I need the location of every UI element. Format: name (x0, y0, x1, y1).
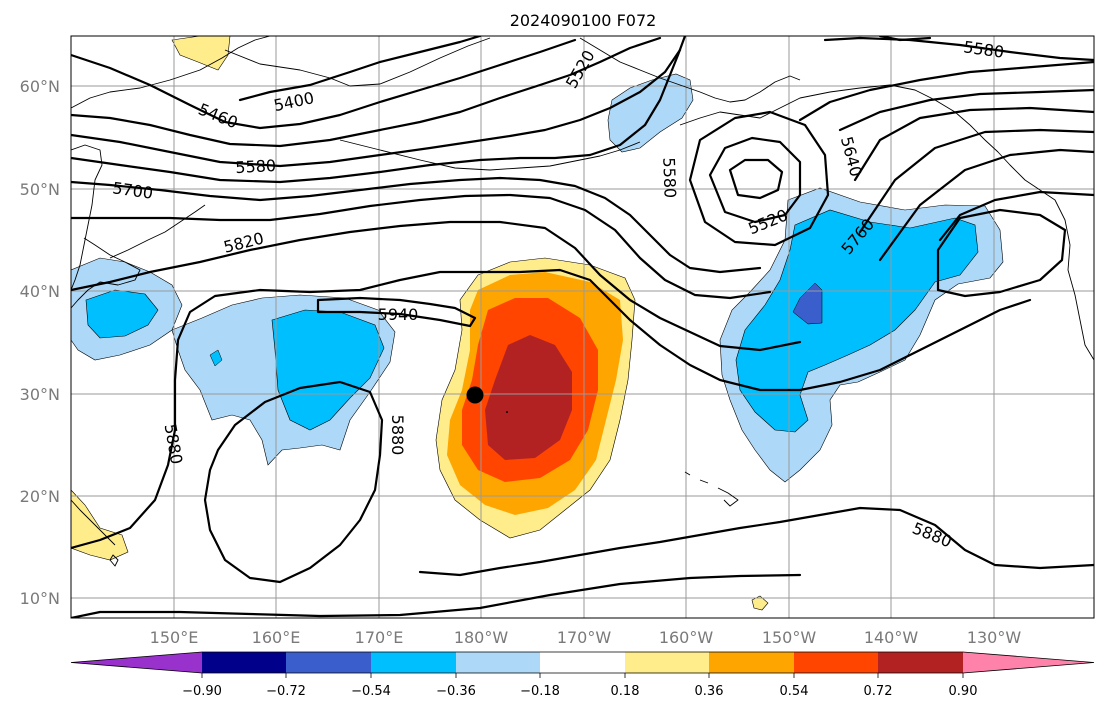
lon-label: 140°W (864, 628, 919, 647)
contour-low-inner (728, 158, 784, 200)
contour-5580-top (823, 36, 1094, 62)
colorbar-tick-label: 0.36 (695, 684, 724, 699)
positive-anomaly-south (751, 595, 769, 611)
colorbar (70, 651, 1095, 674)
storm-center-marker (466, 386, 484, 404)
contour-5880-south-lower (71, 573, 802, 618)
negative-anomaly-ne-pacific-inner (735, 209, 979, 433)
contour-5700 (71, 176, 762, 274)
contour-label: 5940 (378, 305, 419, 324)
coastline-bc (969, 124, 1094, 361)
colorbar-segment (709, 652, 794, 673)
positive-anomaly-core (485, 335, 572, 460)
map-panel: 5580 5520 5460 5400 5580 5700 5820 5940 … (71, 36, 1094, 618)
colorbar-ticks: −0.90 −0.72 −0.54 −0.36 −0.18 0.18 0.36 0.54 0.7… (182, 673, 977, 699)
lon-label: 160°E (252, 628, 301, 647)
colorbar-tick-label: −0.54 (351, 684, 391, 699)
coastline-kamchatka (224, 37, 491, 87)
contour-5880-east (418, 506, 1094, 577)
lon-label: 130°W (967, 628, 1022, 647)
contour-5460 (71, 38, 577, 130)
colorbar-tick-label: 0.18 (611, 684, 640, 699)
contour-label: 5580 (659, 157, 679, 198)
coastline-guam (109, 554, 119, 567)
negative-anomaly-ne-pacific-core (792, 282, 823, 325)
contour-5820 (71, 220, 802, 352)
lon-label: 170°E (355, 628, 404, 647)
contour-5580-north (71, 48, 682, 168)
contour-5400 (238, 36, 482, 102)
contour-5520-north (71, 36, 662, 148)
contour-east-3 (858, 128, 1094, 234)
colorbar-segment (878, 652, 963, 673)
coastline-asia-north (71, 36, 271, 109)
coastline-aleutians (339, 139, 641, 171)
colorbar-tick-label: 0.54 (780, 684, 809, 699)
lon-label: 150°E (150, 628, 199, 647)
lon-label: 180°W (454, 628, 509, 647)
colorbar-segment (286, 652, 371, 673)
anomaly-fills (71, 36, 1004, 611)
colorbar-segment (456, 652, 540, 673)
coastline-kuriles (109, 204, 206, 259)
colorbar-segment (963, 652, 1094, 673)
coastline-alaska-west (579, 37, 801, 103)
contour-east-5 (938, 190, 1094, 242)
contour-label: 5580 (235, 156, 277, 177)
colorbar-segment (794, 652, 878, 673)
longitude-labels: 150°E 160°E 170°E 180°W 170°W 160°W 150°… (150, 628, 1022, 647)
colorbar-tick-label: −0.72 (266, 684, 306, 699)
colorbar-segment (71, 652, 202, 673)
colorbar-segment (202, 652, 286, 673)
contour-5880-west-low (203, 380, 384, 584)
colorbar-tick-label: −0.90 (182, 684, 222, 699)
map-frame (70, 35, 1095, 619)
lon-label: 160°W (659, 628, 714, 647)
lat-label: 50°N (20, 180, 60, 199)
coastline-hawaii (684, 471, 739, 507)
contour-east-1 (838, 88, 1094, 132)
lat-label: 30°N (20, 385, 60, 404)
contour-low-ring2 (688, 110, 830, 247)
negative-anomaly-small-spot (209, 349, 223, 367)
lon-label: 170°W (557, 628, 612, 647)
lat-label: 20°N (20, 487, 60, 506)
contour-east-high (936, 208, 1067, 298)
colorbar-tick-label: −0.36 (436, 684, 476, 699)
contour-5760-mid (71, 193, 772, 300)
positive-anomaly-philippines (71, 489, 129, 561)
contour-5520-top (878, 36, 932, 42)
coastlines (71, 36, 1094, 567)
lat-label: 40°N (20, 282, 60, 301)
colorbar-segment (625, 652, 709, 673)
colorbar-tick-label: 0.90 (949, 684, 978, 699)
height-contours (71, 36, 1094, 618)
contour-east-4 (878, 148, 1094, 262)
colorbar-tick-label: −0.18 (520, 684, 560, 699)
graticule (71, 36, 1094, 618)
coastline-alaska-south (679, 84, 971, 126)
figure-title: 2024090100 F072 (510, 11, 657, 30)
contour-5640-north (71, 36, 687, 184)
colorbar-tick-label: 0.72 (864, 684, 893, 699)
coastline-philippines (71, 499, 116, 546)
contour-label: 5880 (388, 415, 407, 456)
small-dot (506, 411, 508, 413)
contour-low-ring1 (708, 136, 802, 224)
colorbar-segment (540, 652, 625, 673)
lat-label: 60°N (20, 77, 60, 96)
contour-5940 (316, 296, 477, 328)
contour-5880-south (71, 268, 1032, 550)
colorbar-segment (371, 652, 456, 673)
coastline-sea-of-okhotsk (71, 144, 103, 291)
coastline-japan (71, 237, 141, 309)
negative-anomaly-bering (607, 73, 694, 153)
lat-label: 10°N (20, 589, 60, 608)
latitude-labels: 60°N 50°N 40°N 30°N 20°N 10°N (20, 77, 60, 608)
lon-label: 150°W (762, 628, 817, 647)
contour-east-ridge (798, 60, 1094, 122)
contour-east-2 (853, 106, 1094, 182)
